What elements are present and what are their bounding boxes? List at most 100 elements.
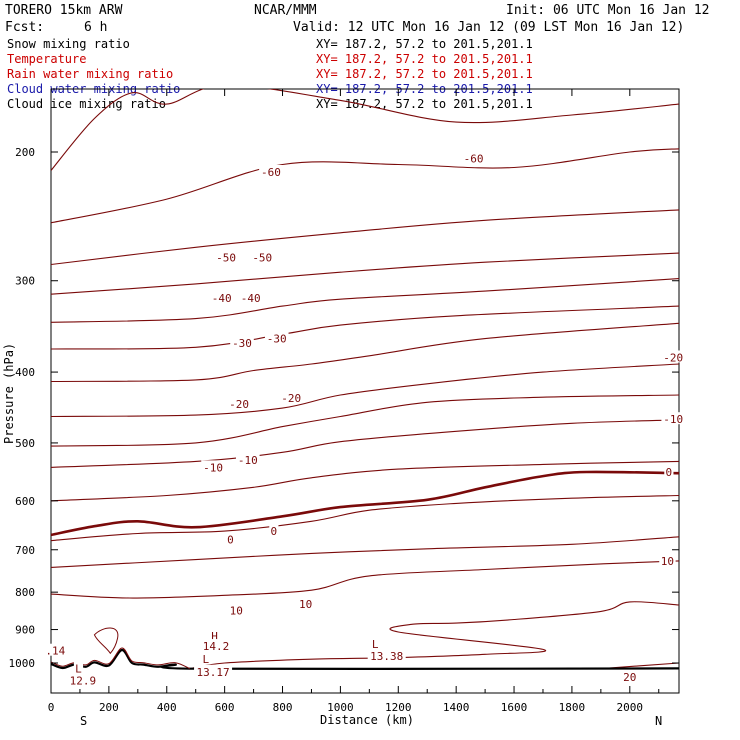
isotherm--40-3 — [51, 252, 679, 295]
y-tick-label: 700 — [15, 544, 35, 557]
x-tick-label: 800 — [273, 701, 293, 714]
closed-contour — [93, 627, 119, 655]
contour-label-bg — [235, 453, 260, 466]
contour-label-bg — [269, 524, 279, 537]
contour-label-bg — [664, 465, 674, 478]
y-tick-label: 400 — [15, 366, 35, 379]
y-axis-label: Pressure (hPa) — [2, 343, 16, 444]
x-tick-label: 400 — [157, 701, 177, 714]
contour-label-bg — [661, 350, 686, 363]
contour-label: 0 — [271, 525, 278, 538]
contour-label-bg — [209, 628, 220, 641]
contour-label: -60 — [464, 152, 484, 165]
contour-label: -20 — [663, 351, 683, 364]
x-axis: 0 200 400 600 800 1000 1200 1400 1600 1800 2000 — [48, 89, 660, 714]
terrain-line — [51, 648, 679, 671]
contour-label-bg — [370, 637, 380, 650]
contour-label: L — [203, 653, 210, 666]
contour-label: 12.9 — [70, 674, 97, 687]
isotherm-10-14 — [51, 560, 679, 599]
fcst-value: 6 h — [84, 20, 107, 35]
x-tick-label: 200 — [99, 701, 119, 714]
contour-label-bg — [367, 648, 406, 661]
contour-label-bg — [228, 603, 245, 616]
legend-label-temperature: Temperature — [7, 52, 86, 66]
y-tick-label: 800 — [15, 586, 35, 599]
isotherm--10right-8 — [51, 394, 679, 447]
contour-label: L — [75, 663, 82, 676]
contour-label: 10 — [299, 598, 312, 611]
contour-label-bg — [264, 331, 289, 344]
contour-label: 0 — [227, 534, 234, 547]
rain-contour-line — [51, 647, 191, 670]
contour-label: -60 — [261, 166, 281, 179]
contour-label-bg — [227, 396, 251, 409]
fcst-label: Fcst: — [5, 20, 44, 35]
contour-label: -20 — [229, 398, 249, 411]
contour-label-bg — [201, 460, 225, 473]
contour-label: 13.38 — [370, 650, 403, 663]
contour-label-bg — [659, 553, 676, 566]
contour-label: H — [211, 630, 218, 643]
isotherm--30-5 — [51, 305, 679, 350]
contour-label-bg — [621, 669, 639, 682]
x-tick-label: 1800 — [559, 701, 586, 714]
isotherm-5-12 — [51, 494, 679, 542]
contour-label: -40 — [241, 292, 261, 305]
contour-label-bg — [201, 652, 211, 665]
y-tick-label: 200 — [15, 146, 35, 159]
isotherm--5-10 — [51, 460, 679, 502]
y-tick-label: 500 — [15, 437, 35, 450]
contour-label-bg — [297, 596, 314, 609]
x-tick-label: 0 — [48, 701, 55, 714]
terrain-surface — [51, 627, 679, 671]
contour-labels: -60 -60 -50 -50 -40 -40 -30 -30 -20 -20 -20 -10 -10 -… — [43, 151, 686, 687]
contour-label-bg — [461, 151, 486, 164]
contour-label: -20 — [281, 392, 301, 405]
center-title: NCAR/MMM — [254, 3, 317, 18]
isotherm--60upper-0 — [51, 89, 679, 171]
isotherm-10right-13 — [51, 536, 679, 568]
y-tick-label: 600 — [15, 495, 35, 508]
contour-label: 0 — [666, 466, 673, 479]
contour-label: -10 — [663, 413, 683, 426]
x-tick-label: 2000 — [617, 701, 644, 714]
contour-label-bg — [214, 250, 238, 263]
contour-label-bg — [250, 250, 275, 263]
legend-label-cloud-ice: Cloud ice mixing ratio — [7, 97, 166, 111]
isotherm--10-9 — [51, 419, 679, 468]
isotherm-15-15 — [189, 601, 679, 670]
y-tick-label: 1000 — [9, 657, 36, 670]
legend: Snow mixing ratio XY= 187.2, 57.2 to 201… — [7, 37, 533, 111]
contour-label-bg — [230, 336, 254, 349]
contour-label-bg — [67, 673, 99, 686]
contour-label-bg — [225, 532, 236, 545]
y-tick-label: 300 — [15, 275, 35, 288]
isotherm-contours — [51, 89, 679, 670]
y-tick-label: 900 — [15, 624, 35, 637]
legend-label-rain: Rain water mixing ratio — [7, 67, 173, 81]
contour-label: -50 — [252, 252, 272, 265]
model-title: TORERO 15km ARW — [5, 3, 123, 18]
contour-label: -10 — [203, 461, 223, 474]
legend-label-snow: Snow mixing ratio — [7, 37, 130, 51]
isotherm--50-2 — [51, 209, 679, 266]
south-label: S — [80, 714, 87, 728]
init-time: Init: 06 UTC Mon 16 Jan 12 — [506, 3, 710, 18]
legend-xy-temperature: XY= 187.2, 57.2 to 201.5,201.1 — [316, 52, 533, 66]
contour-label-bg — [259, 164, 283, 177]
x-tick-label: 1600 — [501, 701, 528, 714]
x-tick-label: 1000 — [327, 701, 354, 714]
x-axis-label: Distance (km) — [320, 713, 414, 727]
contour-label: 14.2 — [203, 640, 230, 653]
valid-time: Valid: 12 UTC Mon 16 Jan 12 (09 LST Mon … — [293, 20, 684, 35]
plot-frame — [50, 88, 680, 694]
legend-xy-cloud-ice: XY= 187.2, 57.2 to 201.5,201.1 — [316, 97, 533, 111]
isotherm--60-1 — [51, 148, 679, 224]
x-tick-label: 1200 — [385, 701, 412, 714]
contour-label: -50 — [216, 252, 236, 265]
contour-label: 10 — [230, 605, 243, 618]
x-tick-label: 600 — [215, 701, 235, 714]
contour-label-bg — [200, 639, 232, 652]
contour-label: L — [372, 638, 379, 651]
